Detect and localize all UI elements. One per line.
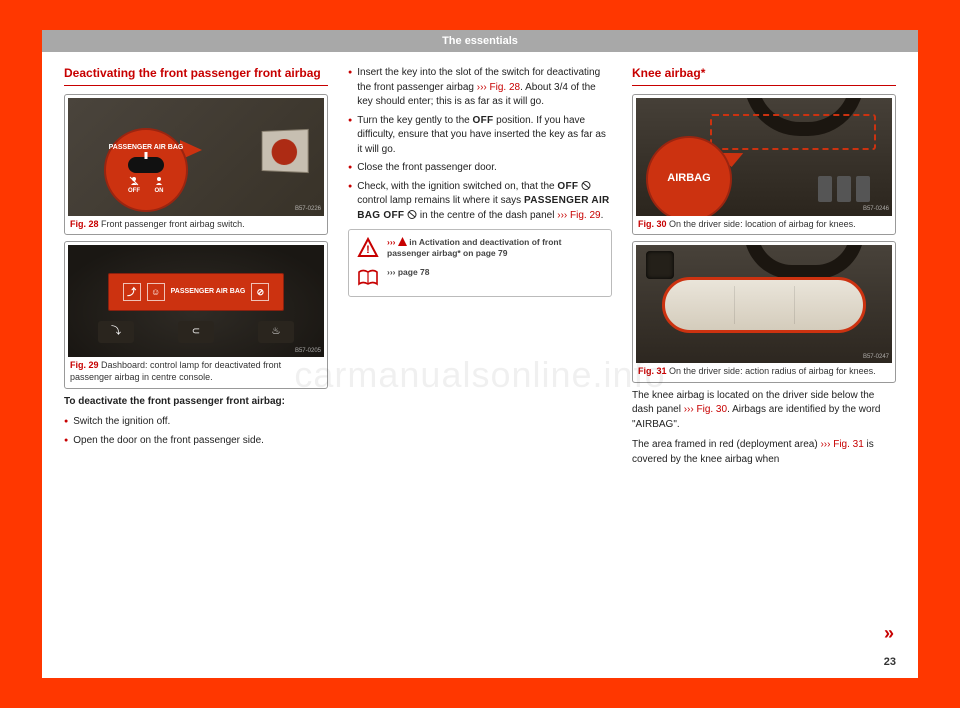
bullet-item: Check, with the ignition switched on, th… xyxy=(348,180,612,224)
figure-code: B57-0246 xyxy=(863,205,889,214)
section-title: Knee airbag* xyxy=(632,66,896,86)
bullet-item: Insert the key into the slot of the swit… xyxy=(348,66,612,110)
figure-29-caption: Fig. 29 Dashboard: control lamp for deac… xyxy=(68,357,324,384)
bullet-text: Open the door on the front passenger sid… xyxy=(73,434,264,449)
reference-box: ! ››› in Activation and deactivation of … xyxy=(348,229,612,297)
reference-text: ››› page 78 xyxy=(387,267,430,278)
figure-code: B57-0205 xyxy=(295,347,321,356)
deactivate-heading: To deactivate the front passenger front … xyxy=(64,395,328,410)
bullet-item: Close the front passenger door. xyxy=(348,161,612,176)
figure-28: PASSENGER AIR BAG OFF ON B57-0226 Fig. 2… xyxy=(64,94,328,236)
body-paragraph: The knee airbag is located on the driver… xyxy=(632,389,896,433)
figure-29: ⤴ ☺ PASSENGER AIR BAG ⊘ ⤵ ⊂ ♨ B57-0205 F… xyxy=(64,241,328,388)
figure-31-image: B57-0247 xyxy=(636,245,892,363)
figure-30-caption: Fig. 30 On the driver side: location of … xyxy=(636,216,892,232)
pedal xyxy=(818,176,832,202)
pedals xyxy=(818,176,870,202)
bullet-text: Insert the key into the slot of the swit… xyxy=(357,66,612,110)
column-2: Insert the key into the slot of the swit… xyxy=(348,66,612,636)
circle-label-top: PASSENGER AIR BAG xyxy=(109,144,184,152)
person-seat-icon: ☺ xyxy=(147,283,165,301)
steering-wheel xyxy=(744,245,864,279)
panel-text: PASSENGER AIR BAG xyxy=(171,287,246,297)
page-header-title: The essentials xyxy=(442,35,518,47)
pedal xyxy=(837,176,851,202)
off-on-row: OFF ON xyxy=(128,176,164,196)
dash-button: ⊂ xyxy=(178,321,214,343)
dashboard-control xyxy=(646,251,674,279)
figure-number: Fig. 30 xyxy=(638,219,667,229)
warning-small-icon xyxy=(398,237,407,246)
dash-button: ⤵ xyxy=(98,321,134,343)
warning-triangle-icon: ! xyxy=(357,237,379,259)
figure-code: B57-0226 xyxy=(295,205,321,214)
airbag-off-icon xyxy=(407,210,417,219)
airbag-location-outline xyxy=(710,114,876,150)
page-header: The essentials xyxy=(42,30,918,52)
figure-31: B57-0247 Fig. 31 On the driver side: act… xyxy=(632,241,896,383)
airbag-off-icon: ⊘ xyxy=(251,283,269,301)
key-slot-icon xyxy=(128,157,164,173)
bullet-item: Turn the key gently to the OFF position.… xyxy=(348,114,612,158)
dash-buttons: ⤵ ⊂ ♨ xyxy=(98,321,294,349)
pedal xyxy=(856,176,870,202)
figure-30: AIRBAG B57-0246 Fig. 30 On the driver si… xyxy=(632,94,896,236)
reference-row-book: ››› page 78 xyxy=(357,267,603,289)
callout-circle: AIRBAG xyxy=(646,136,732,216)
section-title: Deactivating the front passenger front a… xyxy=(64,66,328,86)
manual-page: The essentials Deactivating the front pa… xyxy=(42,30,918,678)
airbag-off-icon xyxy=(581,181,591,190)
figure-31-caption: Fig. 31 On the driver side: action radiu… xyxy=(636,363,892,379)
figure-caption-text: Front passenger front airbag switch. xyxy=(101,219,245,229)
hatch-open-icon: ⤴ xyxy=(123,283,141,301)
figure-caption-text: On the driver side: action radius of air… xyxy=(669,366,876,376)
book-icon xyxy=(357,267,379,289)
dash-button: ♨ xyxy=(258,321,294,343)
person-off-icon xyxy=(129,176,139,186)
deployed-airbag xyxy=(662,277,866,333)
airbag-switch-plate xyxy=(262,128,309,172)
reference-row-warning: ! ››› in Activation and deactivation of … xyxy=(357,237,603,259)
reference-text: ››› in Activation and deactivation of fr… xyxy=(387,237,603,259)
person-on-icon xyxy=(154,176,164,186)
figure-28-image: PASSENGER AIR BAG OFF ON B57-0226 xyxy=(68,98,324,216)
figure-30-image: AIRBAG B57-0246 xyxy=(636,98,892,216)
dash-warning-panel: ⤴ ☺ PASSENGER AIR BAG ⊘ xyxy=(108,273,284,311)
figure-number: Fig. 29 xyxy=(70,360,99,370)
callout-circle: PASSENGER AIR BAG OFF ON xyxy=(104,128,188,212)
figure-code: B57-0247 xyxy=(863,353,889,362)
figure-caption-text: Dashboard: control lamp for deactivated … xyxy=(70,360,281,382)
body-paragraph: The area framed in red (deployment area)… xyxy=(632,438,896,467)
bullet-text: Close the front passenger door. xyxy=(357,161,497,176)
figure-number: Fig. 28 xyxy=(70,219,99,229)
bullet-item: Open the door on the front passenger sid… xyxy=(64,434,328,449)
figure-number: Fig. 31 xyxy=(638,366,667,376)
figure-caption-text: On the driver side: location of airbag f… xyxy=(669,219,856,229)
column-1: Deactivating the front passenger front a… xyxy=(64,66,328,636)
bullet-text: Turn the key gently to the OFF position.… xyxy=(357,114,612,158)
bullet-text: Check, with the ignition switched on, th… xyxy=(357,180,612,224)
column-3: Knee airbag* AIRBAG B57-0246 Fig. 30 xyxy=(632,66,896,636)
figure-29-image: ⤴ ☺ PASSENGER AIR BAG ⊘ ⤵ ⊂ ♨ B57-0205 xyxy=(68,245,324,357)
bullet-item: Switch the ignition off. xyxy=(64,415,328,430)
page-number: 23 xyxy=(884,656,896,668)
bullet-text: Switch the ignition off. xyxy=(73,415,170,430)
content-columns: Deactivating the front passenger front a… xyxy=(64,66,896,636)
figure-28-caption: Fig. 28 Front passenger front airbag swi… xyxy=(68,216,324,232)
svg-text:!: ! xyxy=(366,244,370,256)
continuation-marker: » xyxy=(884,623,894,644)
